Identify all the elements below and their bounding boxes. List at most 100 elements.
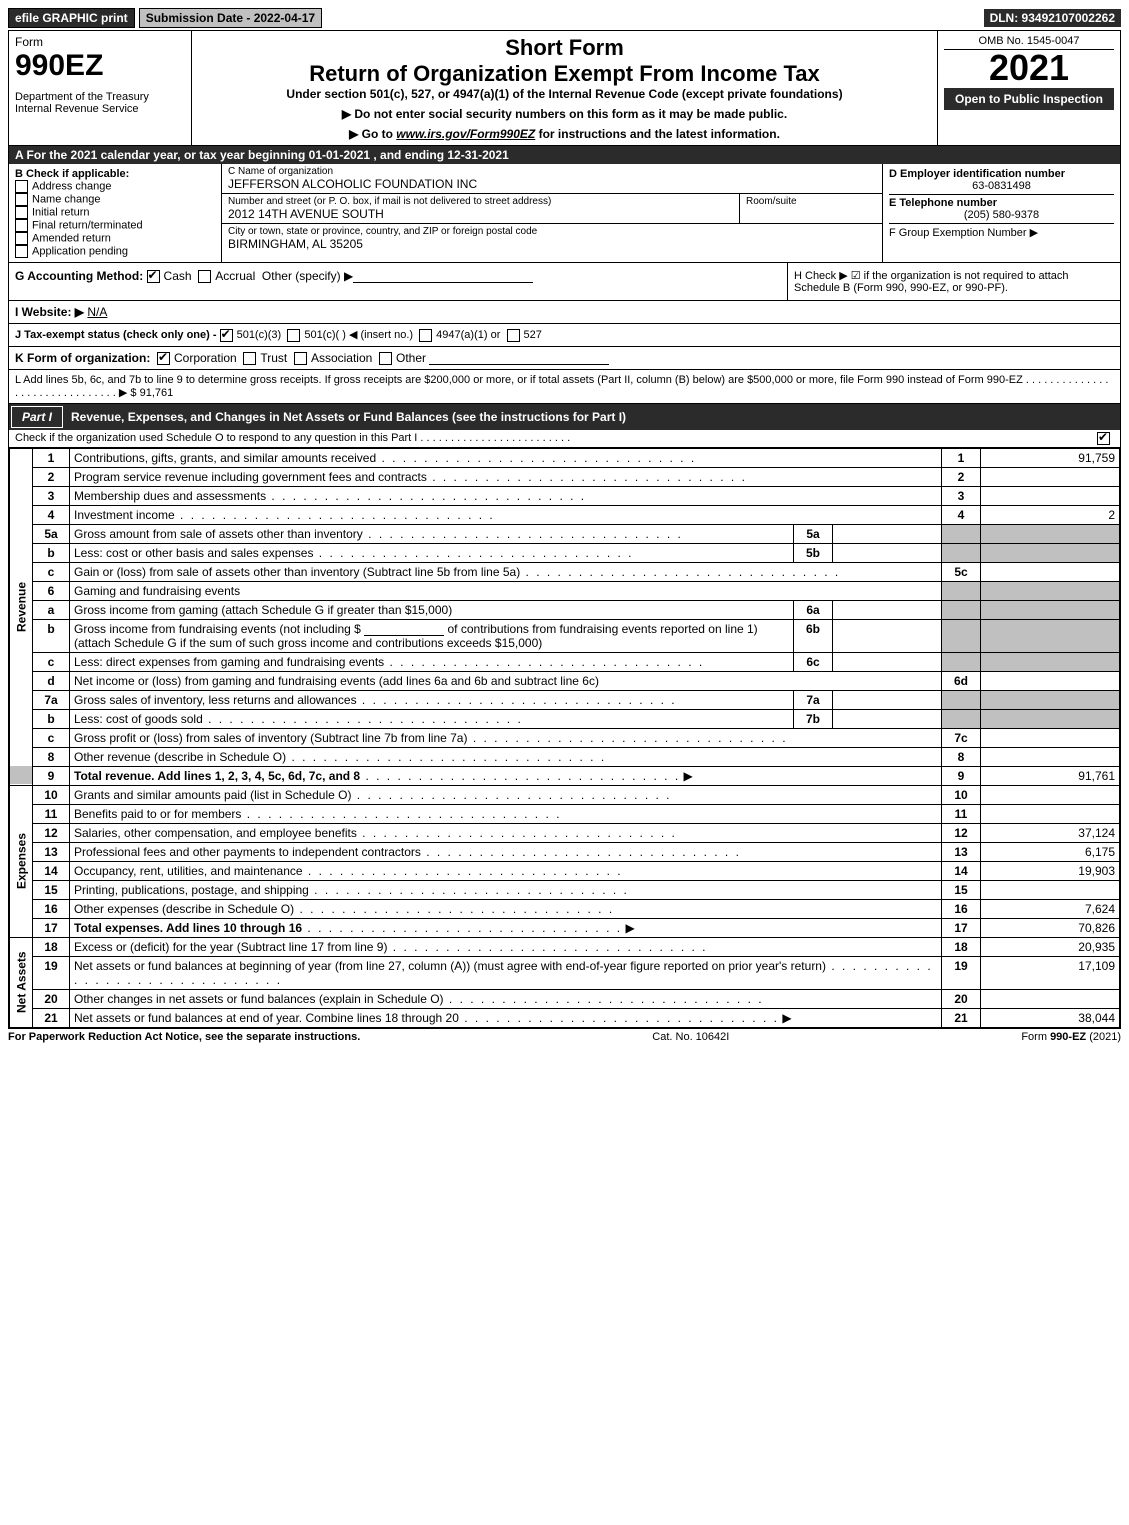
val-7a — [981, 690, 1120, 709]
side-expenses: Expenses — [10, 785, 33, 937]
val-19: 17,109 — [981, 956, 1120, 989]
chk-address-change[interactable] — [15, 180, 28, 193]
desc-7a: Gross sales of inventory, less returns a… — [70, 690, 794, 709]
other-specify-field[interactable] — [353, 270, 533, 283]
val-18: 20,935 — [981, 937, 1120, 956]
row-7a: 7a Gross sales of inventory, less return… — [10, 690, 1120, 709]
chk-corporation[interactable] — [157, 352, 170, 365]
val-2 — [981, 467, 1120, 486]
opt-initial-return: Initial return — [32, 206, 89, 218]
ln-6a: a — [33, 600, 70, 619]
minival-5b — [833, 543, 942, 562]
i-label: I Website: ▶ — [15, 305, 84, 319]
chk-other-org[interactable] — [379, 352, 392, 365]
ln-6b: b — [33, 619, 70, 652]
row-2: 2 Program service revenue including gove… — [10, 467, 1120, 486]
footer-right: Form 990-EZ (2021) — [1021, 1031, 1121, 1043]
val-6 — [981, 581, 1120, 600]
row-6d: d Net income or (loss) from gaming and f… — [10, 671, 1120, 690]
opt-association: Association — [311, 351, 372, 365]
arrow-9: ▶ — [684, 769, 693, 783]
num-5c: 5c — [942, 562, 981, 581]
opt-amended-return: Amended return — [32, 232, 111, 244]
val-11 — [981, 804, 1120, 823]
desc-11: Benefits paid to or for members — [70, 804, 942, 823]
minival-7b — [833, 709, 942, 728]
room-box: Room/suite — [740, 194, 882, 223]
chk-4947[interactable] — [419, 329, 432, 342]
form-container: Form 990EZ Department of the Treasury In… — [8, 30, 1121, 1029]
chk-cash[interactable] — [147, 270, 160, 283]
6b-amount-field[interactable] — [364, 623, 444, 636]
val-6c — [981, 652, 1120, 671]
col-b: B Check if applicable: Address change Na… — [9, 164, 222, 262]
chk-trust[interactable] — [243, 352, 256, 365]
row-6a: a Gross income from gaming (attach Sched… — [10, 600, 1120, 619]
num-13: 13 — [942, 842, 981, 861]
chk-501c[interactable] — [287, 329, 300, 342]
irs-link[interactable]: www.irs.gov/Form990EZ — [396, 127, 535, 141]
opt-527: 527 — [524, 329, 542, 341]
j-label: J Tax-exempt status (check only one) - — [15, 329, 220, 341]
desc-7b: Less: cost of goods sold — [70, 709, 794, 728]
val-13: 6,175 — [981, 842, 1120, 861]
row-6b: b Gross income from fundraising events (… — [10, 619, 1120, 652]
addr-label: Number and street (or P. O. box, if mail… — [228, 196, 733, 207]
footer-left: For Paperwork Reduction Act Notice, see … — [8, 1031, 360, 1043]
mini-7b: 7b — [794, 709, 833, 728]
ln-13: 13 — [33, 842, 70, 861]
chk-501c3[interactable] — [220, 329, 233, 342]
ln-6c: c — [33, 652, 70, 671]
ln-10: 10 — [33, 785, 70, 804]
room-label: Room/suite — [746, 196, 876, 207]
e-tel-label: E Telephone number — [889, 194, 1114, 209]
footer-right-pre: Form — [1021, 1031, 1050, 1043]
chk-initial-return[interactable] — [15, 206, 28, 219]
chk-application-pending[interactable] — [15, 245, 28, 258]
chk-final-return[interactable] — [15, 219, 28, 232]
col-h: H Check ▶ ☑ if the organization is not r… — [787, 263, 1120, 300]
chk-accrual[interactable] — [198, 270, 211, 283]
row-19: 19 Net assets or fund balances at beginn… — [10, 956, 1120, 989]
chk-association[interactable] — [294, 352, 307, 365]
desc-14: Occupancy, rent, utilities, and maintena… — [70, 861, 942, 880]
chk-527[interactable] — [507, 329, 520, 342]
l-amount: 91,761 — [140, 387, 174, 399]
submission-date-button[interactable]: Submission Date - 2022-04-17 — [139, 8, 322, 28]
num-7c: 7c — [942, 728, 981, 747]
desc-6d: Net income or (loss) from gaming and fun… — [70, 671, 942, 690]
ein-value: 63-0831498 — [889, 180, 1114, 192]
val-9: 91,761 — [981, 766, 1120, 785]
val-17: 70,826 — [981, 918, 1120, 937]
opt-name-change: Name change — [32, 193, 101, 205]
org-name: JEFFERSON ALCOHOLIC FOUNDATION INC — [228, 177, 876, 191]
part-i-title: Revenue, Expenses, and Changes in Net As… — [65, 407, 1120, 427]
num-4: 4 — [942, 505, 981, 524]
row-5a: 5a Gross amount from sale of assets othe… — [10, 524, 1120, 543]
num-6b — [942, 619, 981, 652]
ln-16: 16 — [33, 899, 70, 918]
street-box: Number and street (or P. O. box, if mail… — [222, 194, 740, 223]
dln-label: DLN: 93492107002262 — [984, 9, 1121, 27]
header-center: Short Form Return of Organization Exempt… — [192, 31, 937, 145]
val-5b — [981, 543, 1120, 562]
chk-name-change[interactable] — [15, 193, 28, 206]
opt-other-org: Other — [396, 351, 426, 365]
efile-print-button[interactable]: efile GRAPHIC print — [8, 8, 135, 28]
desc-5c: Gain or (loss) from sale of assets other… — [70, 562, 942, 581]
ln-3: 3 — [33, 486, 70, 505]
desc-6b-1: Gross income from fundraising events (no… — [74, 622, 361, 636]
city-label: City or town, state or province, country… — [228, 226, 876, 237]
short-form-title: Short Form — [198, 35, 931, 61]
goto-post: for instructions and the latest informat… — [539, 127, 780, 141]
other-org-field[interactable] — [429, 352, 609, 365]
chk-schedule-o[interactable] — [1097, 432, 1110, 445]
num-2: 2 — [942, 467, 981, 486]
minival-7a — [833, 690, 942, 709]
num-10: 10 — [942, 785, 981, 804]
header-right: OMB No. 1545-0047 2021 Open to Public In… — [937, 31, 1120, 145]
num-7b — [942, 709, 981, 728]
chk-amended-return[interactable] — [15, 232, 28, 245]
desc-1: Contributions, gifts, grants, and simila… — [70, 448, 942, 467]
mini-6b: 6b — [794, 619, 833, 652]
